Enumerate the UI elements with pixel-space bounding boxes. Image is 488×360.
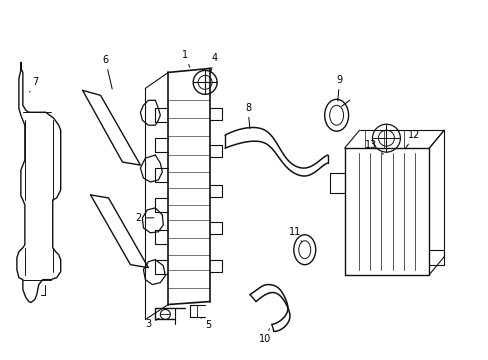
Text: 3: 3 [145, 318, 159, 329]
Text: 4: 4 [210, 54, 218, 72]
Text: 5: 5 [201, 319, 211, 330]
Text: 1: 1 [182, 50, 189, 67]
Text: 10: 10 [258, 329, 270, 345]
Text: 12: 12 [405, 130, 420, 149]
Text: 13: 13 [365, 140, 383, 154]
Text: 6: 6 [102, 55, 112, 89]
Text: 9: 9 [336, 75, 342, 101]
Text: 8: 8 [244, 103, 250, 129]
Text: 7: 7 [29, 77, 39, 92]
Text: 11: 11 [288, 227, 301, 242]
Text: 2: 2 [135, 213, 154, 223]
